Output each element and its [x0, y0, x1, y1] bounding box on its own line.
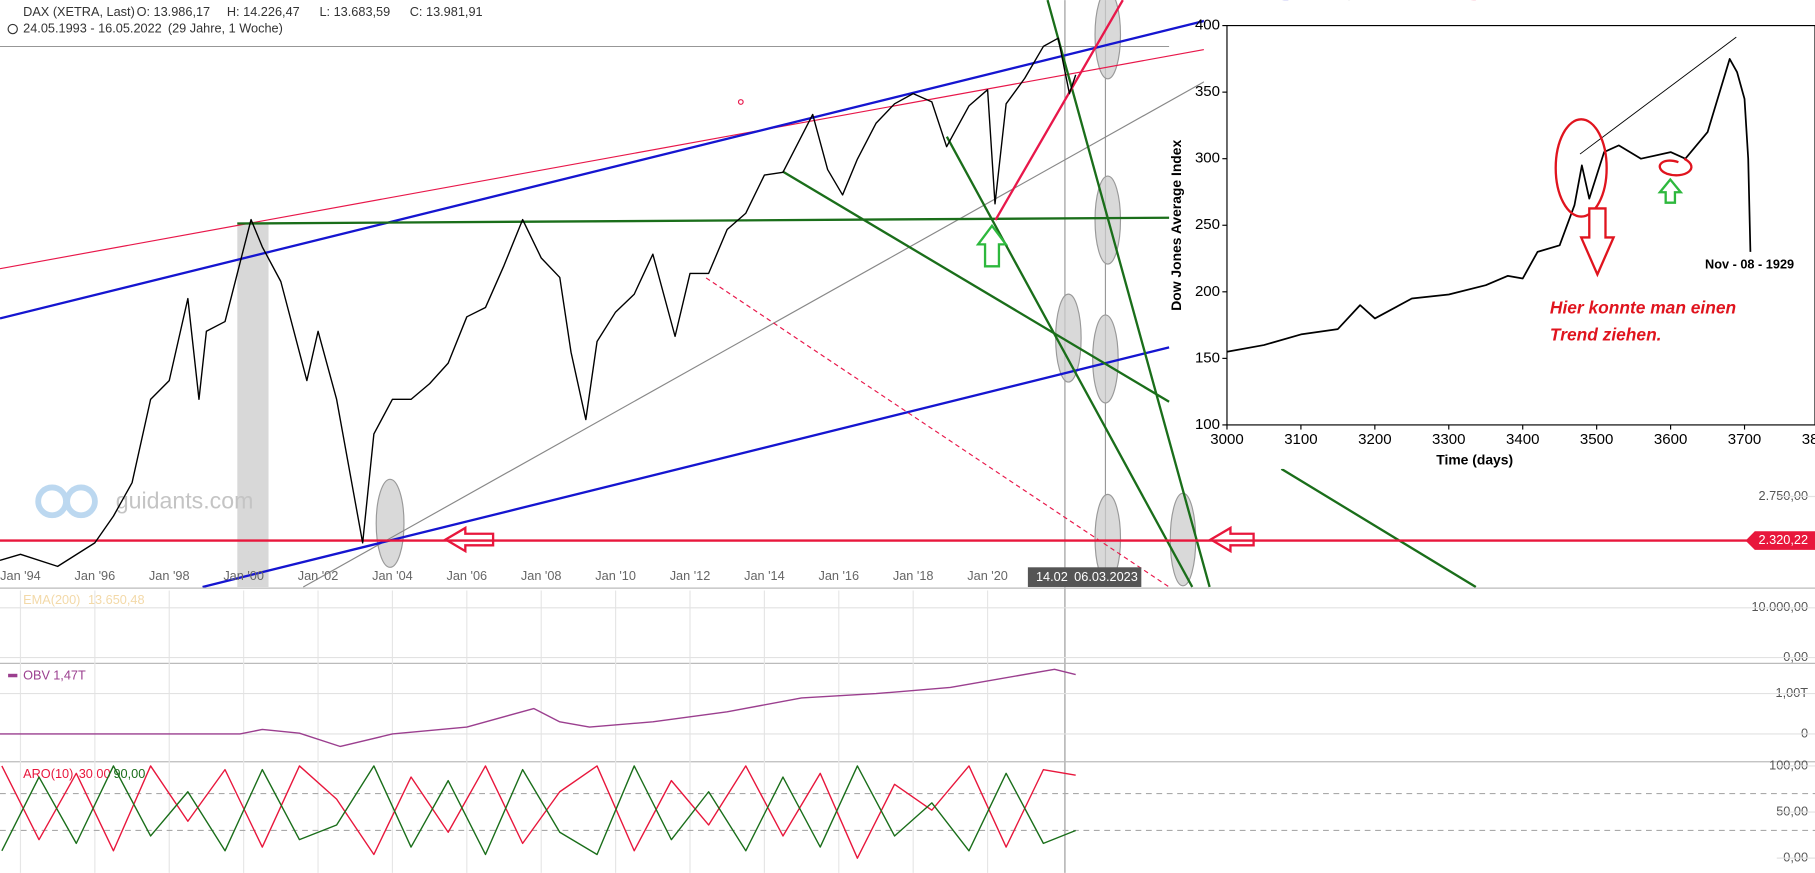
trend-line	[1579, 36, 1737, 155]
x-axis-label: Time (days)	[1436, 451, 1513, 467]
trend-line	[781, 170, 1170, 403]
watermark: guidants.com	[116, 488, 254, 514]
y-axis-label: Dow Jones Average Index	[1168, 140, 1184, 311]
period: 24.05.1993 - 16.05.2022	[23, 20, 162, 35]
x-tick-label: Jan '20	[967, 568, 1008, 583]
x-tick-label: Jan '06	[447, 568, 488, 583]
price-label: 2.320,22	[1759, 532, 1809, 547]
crosshair-label: 14.02	[1036, 569, 1068, 584]
ohlc: O: 13.986,17	[137, 4, 211, 19]
x-tick-label: Jan '08	[521, 568, 562, 583]
price-tag	[1745, 531, 1815, 550]
legend-swatch	[8, 673, 18, 678]
crosshair-box	[1027, 567, 1142, 587]
x-tick-label: Jan '18	[893, 568, 934, 583]
dot	[737, 99, 744, 105]
x-tick-label: 3800	[1802, 431, 1815, 448]
x-tick-label: 3400	[1506, 431, 1539, 448]
duration: (29 Jahre, 1 Woche)	[168, 20, 283, 35]
trend-line	[237, 216, 1170, 225]
y-tick-label: 350	[1195, 83, 1220, 100]
x-tick-label: 3600	[1654, 431, 1687, 448]
legend: ARO(10)	[23, 766, 73, 781]
trend-line	[945, 136, 1194, 588]
x-tick-label: 3500	[1580, 431, 1613, 448]
x-tick-label: Jan '00	[223, 568, 264, 583]
legend: 90,00	[113, 766, 145, 781]
trend-line	[0, 0, 1289, 320]
annotation: Hier konnte man einen	[1550, 298, 1736, 318]
x-tick-label: 3700	[1728, 431, 1761, 448]
y-tick-label: 1,00T	[1776, 685, 1809, 700]
x-tick-label: Jan '98	[149, 568, 190, 583]
y-tick-label: 200	[1195, 283, 1220, 300]
trend-line	[202, 346, 1170, 589]
x-tick-label: Jan '96	[75, 568, 116, 583]
x-tick-label: Jan '02	[298, 568, 339, 583]
y-tick-label: 100	[1195, 416, 1220, 433]
legend: 13.650,48	[88, 592, 145, 607]
y-tick-label: 400	[1195, 17, 1220, 34]
logo	[35, 484, 98, 519]
y-tick-label: 300	[1195, 150, 1220, 167]
legend: 1,47T	[53, 667, 86, 682]
x-tick-label: Jan '12	[670, 568, 711, 583]
y-tick-label: 0	[1801, 725, 1808, 740]
arrow	[975, 223, 1009, 268]
y-tick-label: 0,00	[1783, 849, 1808, 864]
series-line	[1, 765, 1076, 859]
y-tick-label: 10.000,00	[1751, 599, 1808, 614]
x-tick-label: 3100	[1284, 431, 1317, 448]
trend-line	[1046, 0, 1211, 588]
x-tick-label: Jan '10	[595, 568, 636, 583]
trend-line	[994, 0, 1124, 221]
series-line	[1226, 58, 1752, 353]
ohlc: C: 13.981,91	[410, 4, 483, 19]
highlight-bar	[237, 222, 269, 587]
x-tick-label: Jan '04	[372, 568, 413, 583]
x-tick-label: Jan '94	[0, 568, 41, 583]
arrow	[1579, 207, 1616, 278]
crosshair-label: 06.03.2023	[1074, 569, 1138, 584]
x-tick-label: Jan '16	[818, 568, 859, 583]
trend-line	[705, 277, 1170, 588]
y-tick-label: 100,00	[1769, 757, 1808, 772]
legend: EMA(200)	[23, 592, 80, 607]
highlight-ellipse	[1554, 118, 1608, 218]
annotation: Nov - 08 - 1929	[1705, 257, 1794, 272]
trend-line	[1280, 467, 1477, 588]
y-tick-label: 0,00	[1783, 649, 1808, 664]
ohlc: H: 14.226,47	[227, 4, 300, 19]
ohlc: L: 13.683,59	[319, 4, 390, 19]
y-tick-label: 250	[1195, 216, 1220, 233]
chart-title: DAX (XETRA, Last)	[23, 4, 135, 19]
series-line	[1, 765, 1076, 856]
y-tick-label: 2.750,00	[1759, 488, 1809, 503]
series-line	[0, 37, 1077, 568]
clock-icon	[7, 23, 18, 35]
annotation: Trend ziehen.	[1550, 324, 1662, 344]
arrow	[1657, 177, 1684, 204]
x-tick-label: 3300	[1432, 431, 1465, 448]
highlight-ellipse	[1658, 157, 1693, 177]
legend: OBV	[23, 667, 50, 682]
inset-background	[1203, 0, 1815, 469]
y-tick-label: 50,00	[1776, 803, 1808, 818]
inset-chart: 100 150 200 250 300 350 400 3000 3100 3200 3300 340…	[1168, 0, 1815, 469]
y-tick-label: 150	[1195, 349, 1220, 366]
x-tick-label: 3200	[1358, 431, 1391, 448]
series-line	[0, 668, 1076, 748]
x-tick-label: 3000	[1210, 431, 1243, 448]
trend-line	[302, 0, 1350, 588]
x-tick-label: Jan '14	[744, 568, 785, 583]
